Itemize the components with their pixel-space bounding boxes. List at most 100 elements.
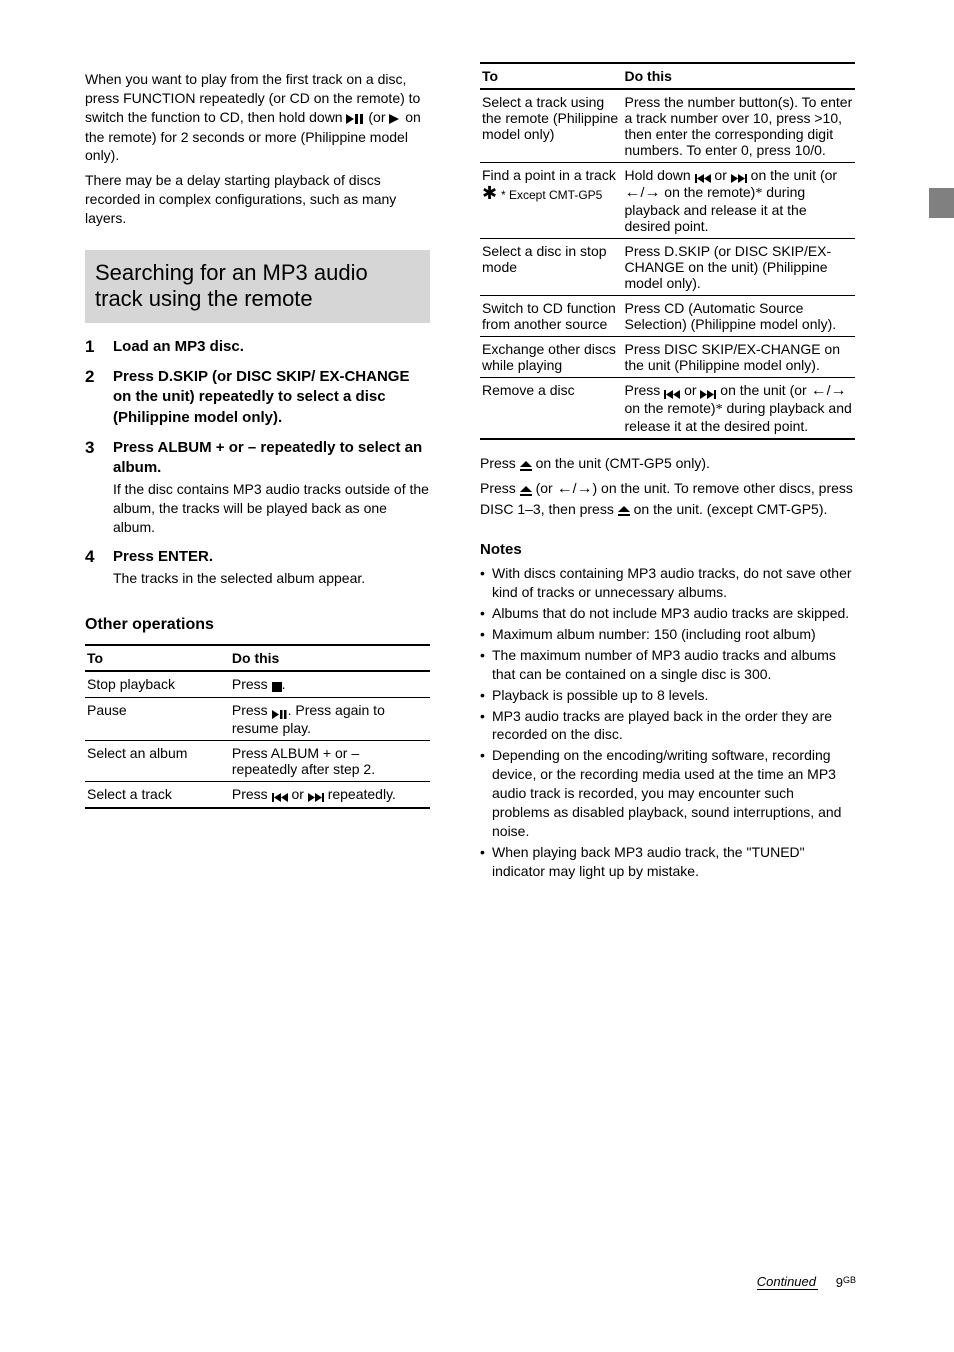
- skip-prev-icon: [664, 384, 680, 400]
- note-item: •Depending on the encoding/writing softw…: [480, 746, 855, 840]
- cell-do: Press D.SKIP (or DISC SKIP/EX-CHANGE on …: [623, 239, 856, 296]
- table-row: Select a disc in stop mode Press D.SKIP …: [480, 239, 855, 296]
- table-row: Select a track Press or repeatedly.: [85, 781, 430, 808]
- skip-prev-icon: [272, 787, 288, 803]
- skip-prev-icon: [695, 168, 711, 184]
- eject-icon: [618, 500, 630, 519]
- cell-to: Select a track using the remote (Philipp…: [480, 89, 623, 163]
- arrow-left-icon: [811, 382, 827, 398]
- table-row: Select a track using the remote (Philipp…: [480, 89, 855, 163]
- notes-heading: Notes: [480, 541, 855, 558]
- note-item: •Albums that do not include MP3 audio tr…: [480, 604, 855, 623]
- step-4: 4 Press ENTER. The tracks in the selecte…: [85, 547, 430, 588]
- notes-section: Notes •With discs containing MP3 audio t…: [480, 541, 855, 880]
- step-3-body: Press ALBUM + or – repeatedly to select …: [113, 438, 430, 479]
- note-text: The maximum number of MP3 audio tracks a…: [492, 647, 836, 682]
- remove-disc-note-2: Press (or /) on the unit. To remove othe…: [480, 478, 855, 519]
- other-operations-heading: Other operations: [85, 616, 430, 634]
- left-column: When you want to play from the first tra…: [85, 70, 430, 809]
- skip-next-icon: [700, 384, 716, 400]
- note-text: Depending on the encoding/writing softwa…: [492, 747, 841, 839]
- note-text: Albums that do not include MP3 audio tra…: [492, 605, 849, 621]
- asterisk-mark: *: [716, 402, 723, 417]
- note-item: •Maximum album number: 150 (including ro…: [480, 625, 855, 644]
- step-4-body: Press ENTER.: [113, 547, 365, 567]
- step-1-body: Load an MP3 disc.: [113, 337, 244, 357]
- table-row: Find a point in a track ✱ * Except CMT-G…: [480, 163, 855, 239]
- note-text: With discs containing MP3 audio tracks, …: [492, 565, 852, 600]
- cell-do: Press . Press again to resume play.: [230, 698, 430, 740]
- right-column: To Do this Select a track using the remo…: [480, 62, 855, 883]
- play-pause-icon: [272, 704, 288, 720]
- cell-to: Remove a disc: [480, 378, 623, 440]
- arrow-right-icon: [644, 184, 660, 200]
- find-point-mid: or: [711, 167, 731, 183]
- note-text: MP3 audio tracks are played back in the …: [492, 708, 832, 743]
- left-table-h1: To: [85, 645, 230, 671]
- cell-do: Hold down or on the unit (or / on the re…: [623, 163, 856, 239]
- eject-text-1: on the unit (CMT-GP5 only).: [532, 455, 710, 471]
- page-num-value: 9: [836, 1275, 843, 1290]
- right-table-h2: Do this: [623, 63, 856, 89]
- note-item: •When playing back MP3 audio track, the …: [480, 843, 855, 881]
- page: When you want to play from the first tra…: [0, 0, 954, 1352]
- section-side-tab: [929, 188, 954, 218]
- stop-icon: [272, 677, 282, 693]
- table-row: Select an album Press ALBUM + or – repea…: [85, 740, 430, 781]
- section-title: Searching for an MP3 audio track using t…: [85, 250, 430, 323]
- page-num-sup: GB: [843, 1275, 856, 1285]
- step-4-sub: The tracks in the selected album appear.: [113, 569, 365, 588]
- cell-do: Press or on the unit (or / on the remote…: [623, 378, 856, 440]
- remove-disc-note: Press on the unit (CMT-GP5 only).: [480, 454, 855, 474]
- continued-label: Continued: [757, 1274, 818, 1290]
- step-3: 3 Press ALBUM + or – repeatedly to selec…: [85, 438, 430, 537]
- page-number: 9GB: [836, 1275, 856, 1290]
- note-text: Maximum album number: 150 (including roo…: [492, 626, 816, 642]
- note-item: •With discs containing MP3 audio tracks,…: [480, 564, 855, 602]
- step-2-number: 2: [85, 367, 113, 428]
- cell-to: Select a disc in stop mode: [480, 239, 623, 296]
- right-table-h1: To: [480, 63, 623, 89]
- cell-to: Exchange other discs while playing: [480, 337, 623, 378]
- play-pause-icon: [346, 109, 364, 128]
- skip-next-icon: [308, 787, 324, 803]
- play-icon: [389, 109, 401, 128]
- cell-to: Pause: [85, 698, 230, 740]
- right-operations-table: To Do this Select a track using the remo…: [480, 62, 855, 440]
- cell-to: Select a track: [85, 781, 230, 808]
- step-1: 1 Load an MP3 disc.: [85, 337, 430, 357]
- step-2: 2 Press D.SKIP (or DISC SKIP/ EX-CHANGE …: [85, 367, 430, 428]
- intro-paragraph-1: When you want to play from the first tra…: [85, 70, 430, 165]
- cell-to: Stop playback: [85, 671, 230, 698]
- cell-do: Press CD (Automatic Source Selection) (P…: [623, 296, 856, 337]
- eject-icon: [520, 480, 532, 499]
- skip-next-icon: [731, 168, 747, 184]
- left-operations-table: To Do this Stop playback Press . Pause P…: [85, 644, 430, 809]
- arrow-left-icon: [625, 184, 641, 200]
- note-item: •MP3 audio tracks are played back in the…: [480, 707, 855, 745]
- table-row: Switch to CD function from another sourc…: [480, 296, 855, 337]
- arrow-right-icon: [576, 480, 592, 496]
- note-item: •Playback is possible up to 8 levels.: [480, 686, 855, 705]
- cell-to-text: Find a point in a track: [482, 167, 616, 183]
- step-4-number: 4: [85, 547, 113, 588]
- note-text: Playback is possible up to 8 levels.: [492, 687, 708, 703]
- step-3-number: 3: [85, 438, 113, 537]
- cell-to: Find a point in a track ✱ * Except CMT-G…: [480, 163, 623, 239]
- notes-list: •With discs containing MP3 audio tracks,…: [480, 564, 855, 880]
- asterisk-note: * Except CMT-GP5: [501, 188, 602, 202]
- table-row: Pause Press . Press again to resume play…: [85, 698, 430, 740]
- left-table-h2: Do this: [230, 645, 430, 671]
- table-row: Remove a disc Press or on the unit (or /…: [480, 378, 855, 440]
- cell-to: Switch to CD function from another sourc…: [480, 296, 623, 337]
- find-point-pre: Hold down: [625, 167, 695, 183]
- cell-do: Press ALBUM + or – repeatedly after step…: [230, 740, 430, 781]
- intro-text-1b: (or: [368, 109, 389, 125]
- cell-to: Select an album: [85, 740, 230, 781]
- cell-do: Press or repeatedly.: [230, 781, 430, 808]
- eject-icon: [520, 455, 532, 474]
- eject-text-2b: on the unit. (except CMT-GP5).: [630, 501, 828, 517]
- cell-do: Press the number button(s). To enter a t…: [623, 89, 856, 163]
- step-3-sub: If the disc contains MP3 audio tracks ou…: [113, 480, 430, 537]
- cell-do: Press DISC SKIP/EX-CHANGE on the unit (P…: [623, 337, 856, 378]
